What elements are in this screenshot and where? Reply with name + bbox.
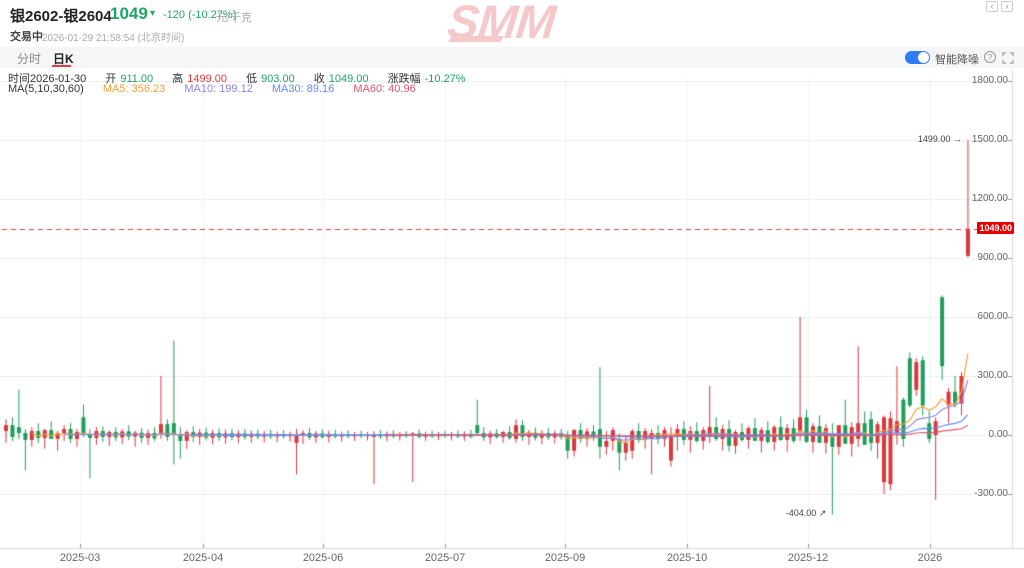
y-axis-label: 300.00 xyxy=(977,370,1008,381)
legend-close-value: 1049.00 xyxy=(328,73,369,85)
y-axis-label: 1800.00 xyxy=(971,75,1008,86)
y-axis-label: 1200.00 xyxy=(971,193,1008,204)
x-axis-label: 2025-06 xyxy=(302,552,344,564)
x-axis-label: 2025-04 xyxy=(182,552,224,564)
legend-ma5: MA5: 356.23 xyxy=(102,83,166,95)
legend-chg-label: 涨跌幅 xyxy=(387,73,421,85)
price-change: -120 (-10.27%) xyxy=(163,9,237,21)
x-axis-label: 2025-10 xyxy=(666,552,708,564)
tab-daily-k[interactable]: 日K xyxy=(53,52,74,66)
header: 银2602-银2604 1049 ▾ -120 (-10.27%) 元/千克 交… xyxy=(0,0,1024,48)
chart-tabbar: 分时 日K 智能降噪 ? xyxy=(0,47,1024,68)
candlestick-canvas[interactable] xyxy=(0,68,1024,568)
legend-high-label: 高 xyxy=(172,73,184,85)
y-axis-label: 1500.00 xyxy=(971,134,1008,145)
last-price: 1049 xyxy=(110,4,148,23)
legend-low-value: 903.00 xyxy=(261,73,295,85)
x-axis-label: 2025-07 xyxy=(424,552,466,564)
toggle-knob xyxy=(918,52,929,63)
x-axis-label: 2025-03 xyxy=(59,552,101,564)
x-axis-label: 2025-12 xyxy=(787,552,829,564)
smart-denoise-toggle[interactable] xyxy=(905,51,930,64)
x-axis-label: 2025-09 xyxy=(544,552,586,564)
legend-close-label: 收 xyxy=(313,73,325,85)
help-icon[interactable]: ? xyxy=(984,51,996,63)
tab-intraday[interactable]: 分时 xyxy=(17,52,42,66)
legend-ma10: MA10: 199.12 xyxy=(184,83,253,95)
fullscreen-icon[interactable] xyxy=(1002,51,1014,64)
legend-high-value: 1499.00 xyxy=(187,73,227,85)
next-contract-icon[interactable]: › xyxy=(1001,1,1013,12)
trading-status: 交易中 xyxy=(10,31,43,43)
legend-chg-value: -10.27% xyxy=(424,73,466,85)
price-annotation: -404.00 ↗ xyxy=(785,508,827,519)
smm-logo-underline xyxy=(448,36,504,42)
y-axis-label: 0.00 xyxy=(988,429,1008,440)
legend-ma60: MA60: 40.96 xyxy=(353,83,416,95)
y-axis-label: 900.00 xyxy=(977,252,1008,263)
chevron-down-icon[interactable]: ▾ xyxy=(150,8,156,19)
x-axis-label: 2026 xyxy=(917,552,943,564)
legend-low-label: 低 xyxy=(246,73,258,85)
prev-contract-icon[interactable]: ‹ xyxy=(986,1,998,12)
ma-legend: MA(5,10,30,60) MA5: 356.23 MA10: 199.12 … xyxy=(8,83,420,95)
y-axis-label: -300.00 xyxy=(974,488,1008,499)
last-price-badge: 1049.00 xyxy=(977,221,1014,234)
y-axis-label: 600.00 xyxy=(977,311,1008,322)
contract-title: 银2602-银2604 xyxy=(10,8,112,25)
price-annotation: 1499.00 → xyxy=(917,134,962,145)
legend-open-label: 开 xyxy=(105,73,117,85)
active-tab-underline xyxy=(52,65,71,67)
legend-time: 时间2026-01-30 xyxy=(8,73,87,85)
quote-timestamp: 2026-01-29 21:58:54 (北京时间) xyxy=(42,33,185,44)
smart-denoise-label: 智能降噪 xyxy=(935,54,979,66)
legend-ma30: MA30: 89.16 xyxy=(271,83,335,95)
legend-ma-label: MA(5,10,30,60) xyxy=(8,83,84,95)
legend-open-value: 911.00 xyxy=(120,73,154,85)
price-unit: 元/千克 xyxy=(216,12,253,24)
